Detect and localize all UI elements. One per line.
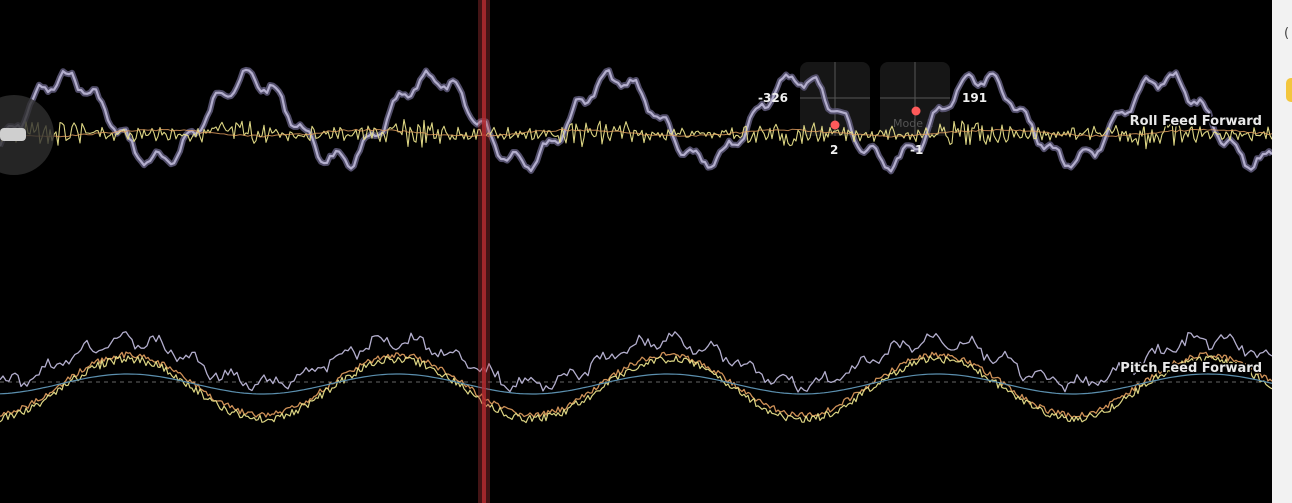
left-stick-bottom-value: 2: [830, 143, 838, 157]
right-stick-top-value: 191: [962, 91, 987, 105]
roll-gyro-trace-shadow: [0, 66, 1272, 175]
playback-cursor[interactable]: [482, 0, 486, 503]
side-panel-badge[interactable]: [1286, 78, 1292, 102]
pitch-setpoint-trace: [0, 351, 1272, 419]
pitch-gyro-trace: [0, 331, 1272, 393]
left-stick-dot: [830, 120, 840, 130]
roll-setpoint-trace: [0, 128, 1272, 138]
roll-graph-label: Roll Feed Forward: [1130, 114, 1262, 129]
pitch-feedforward-trace: [0, 355, 1272, 424]
right-stick-dot: [911, 106, 921, 116]
pitch-average-trace: [0, 373, 1272, 395]
left-stick-top-value: -326: [758, 91, 788, 105]
pitch-graph-label: Pitch Feed Forward: [1120, 361, 1262, 376]
trace-layer: [0, 66, 1272, 424]
roll-gyro-trace: [0, 68, 1272, 173]
stick-values: -326 2 191 -1: [758, 91, 987, 157]
mode-label: Mode 1: [893, 117, 933, 130]
side-panel: (: [1272, 0, 1292, 503]
right-stick-bottom-value: -1: [910, 143, 923, 157]
drag-handle-icon[interactable]: [0, 95, 54, 175]
side-panel-glyph: (: [1284, 26, 1290, 41]
